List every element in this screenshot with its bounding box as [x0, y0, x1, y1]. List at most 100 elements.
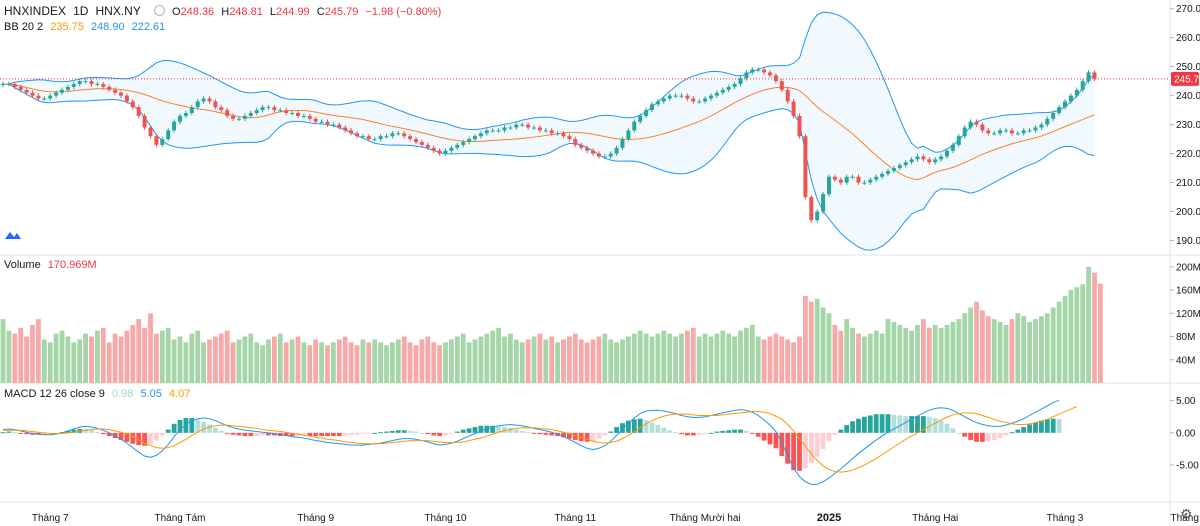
macd-histogram-bar — [525, 432, 531, 434]
volume-bar — [289, 339, 295, 383]
candle-body — [1004, 130, 1008, 132]
candle-body — [119, 92, 123, 96]
low-label: L — [269, 6, 277, 18]
candle-body — [897, 165, 902, 169]
volume-bar — [277, 333, 283, 383]
macd-histogram-bar — [1050, 418, 1056, 433]
macd-histogram-bar — [714, 431, 720, 433]
symbol-name[interactable]: HNXINDEX — [4, 4, 67, 18]
macd-histogram-bar — [171, 423, 177, 433]
macd-histogram-bar — [838, 429, 844, 433]
macd-histogram-bar — [165, 429, 171, 433]
interval-label[interactable]: 1D — [73, 4, 89, 18]
candle-body — [915, 156, 920, 160]
macd-histogram-bar — [301, 432, 307, 436]
macd-histogram-bar — [932, 418, 938, 433]
legend-volume[interactable]: Volume 170.969M — [4, 259, 101, 271]
volume-bar — [47, 342, 53, 383]
candle-body — [331, 124, 336, 126]
candle-body — [425, 144, 430, 148]
candle-body — [201, 98, 206, 102]
candle-body — [107, 86, 112, 90]
candle-body — [266, 107, 271, 109]
volume-bar — [12, 333, 18, 383]
legend-macd[interactable]: MACD 12 26 close 9 0.98 5.05 4.07 — [4, 388, 194, 400]
candle-body — [508, 127, 513, 129]
macd-histogram-bar — [419, 432, 425, 434]
macd-histogram-bar — [974, 432, 979, 442]
macd-histogram-bar — [159, 432, 165, 436]
candle-body — [349, 130, 354, 134]
candle-body — [307, 115, 312, 119]
macd-histogram-bar — [183, 418, 189, 433]
macd-histogram-bar — [690, 432, 696, 436]
macd-histogram-bar — [608, 431, 614, 433]
time-axis-label: Tháng Tám — [155, 513, 206, 524]
last-price-badge — [1171, 71, 1199, 86]
candle-body — [945, 150, 949, 157]
tradingview-logo-icon[interactable] — [4, 228, 22, 242]
candle-body — [478, 133, 483, 137]
candle-body — [903, 162, 908, 166]
candle-body — [762, 69, 767, 73]
macd-histogram-bar — [112, 432, 118, 438]
candle-body — [779, 81, 784, 90]
volume-bar — [584, 342, 590, 383]
legend-bb[interactable]: BB 20 2 235.75 248.90 222.61 — [4, 21, 169, 33]
time-axis-label: Tháng 3 — [1047, 513, 1084, 524]
macd-histogram-bar — [437, 432, 442, 437]
volume-bar — [449, 339, 454, 383]
volume-bar — [419, 339, 425, 383]
candle-body — [797, 115, 802, 137]
volume-bar — [124, 330, 130, 383]
candle-body — [886, 170, 890, 174]
macd-histogram-bar — [41, 432, 47, 435]
candle-body — [384, 136, 389, 138]
volume-bar — [41, 339, 47, 383]
volume-bar — [643, 333, 649, 383]
candle-body — [579, 144, 584, 148]
macd-histogram-bar — [201, 421, 206, 433]
candle-body — [650, 104, 654, 111]
exchange-label: HNX.NY — [95, 4, 141, 18]
candle-body — [726, 86, 731, 90]
volume-tick-label: 80M — [1176, 332, 1195, 343]
candle-body — [803, 136, 808, 198]
bb-basis-line — [3, 83, 1095, 181]
settings-gear-icon[interactable]: ⚙ — [1180, 506, 1193, 522]
macd-histogram-bar — [336, 432, 342, 437]
volume-bar — [1068, 290, 1074, 383]
candle-body — [101, 84, 106, 87]
volume-bar — [1044, 313, 1050, 383]
bb-band-fill — [3, 12, 1095, 251]
candle-body — [183, 113, 188, 116]
macd-histogram-bar — [891, 414, 897, 433]
volume-bar — [478, 336, 484, 383]
volume-bar — [531, 336, 537, 383]
macd-histogram-bar — [1021, 427, 1027, 433]
candle-body — [178, 115, 182, 122]
candle-body — [1051, 113, 1056, 119]
macd-histogram-bar — [944, 423, 950, 433]
price-tick-label: 230.00 — [1176, 120, 1200, 131]
volume-bar — [266, 339, 271, 383]
low-value: 244.99 — [276, 6, 310, 18]
candle-body — [461, 141, 466, 145]
volume-bar — [696, 336, 702, 383]
candle-body — [638, 115, 643, 122]
volume-bar — [331, 342, 336, 383]
macd-histogram-bar — [431, 432, 437, 436]
volume-bar — [873, 330, 879, 383]
volume-bar — [59, 330, 65, 383]
macd-histogram-bar — [885, 414, 891, 433]
volume-bar — [596, 336, 602, 383]
macd-histogram-bar — [472, 427, 478, 433]
candle-body — [709, 95, 713, 99]
candle-body — [520, 124, 525, 126]
macd-histogram-bar — [83, 428, 88, 433]
candle-body — [555, 133, 560, 135]
macd-histogram-bar — [130, 432, 136, 444]
macd-histogram-bar — [254, 432, 260, 437]
candle-body — [815, 211, 820, 221]
